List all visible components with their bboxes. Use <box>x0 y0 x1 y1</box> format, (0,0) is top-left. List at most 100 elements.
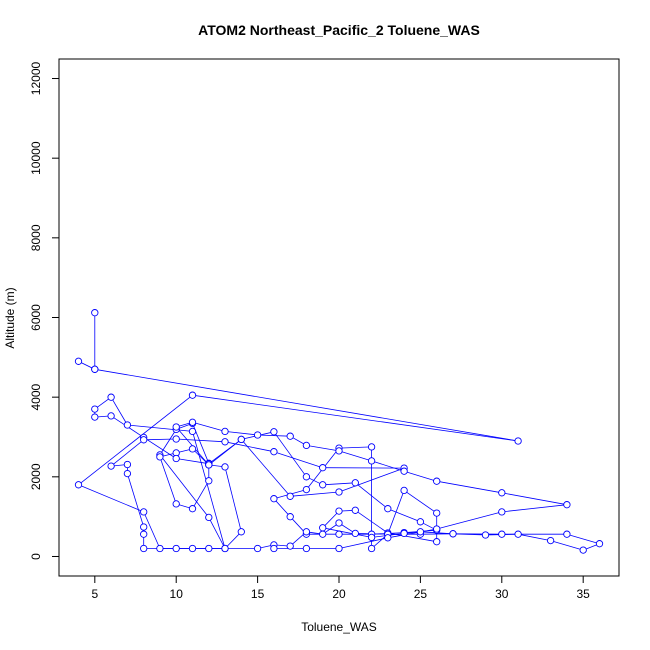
series-line-segment <box>273 451 323 469</box>
data-point <box>400 529 408 538</box>
series-line-segment <box>159 456 177 505</box>
data-point <box>351 506 359 514</box>
data-point <box>270 544 278 553</box>
x-tick-label: 35 <box>577 587 591 601</box>
data-point <box>270 428 278 436</box>
data-point <box>595 540 604 548</box>
series-line-segment <box>78 394 193 486</box>
series-line-segment <box>192 421 226 432</box>
data-point <box>302 485 311 494</box>
series-line-segment <box>322 482 356 486</box>
series-line-segment <box>110 396 128 426</box>
data-point <box>205 461 213 469</box>
data-point <box>302 544 311 553</box>
y-axis-label: Altitude (m) <box>3 287 17 348</box>
x-tick-label: 10 <box>170 587 184 601</box>
data-point <box>449 530 457 538</box>
data-point <box>107 462 115 470</box>
data-point <box>107 393 115 401</box>
series-line-segment <box>127 473 145 528</box>
series-line-segment <box>159 429 177 456</box>
data-point <box>188 445 197 453</box>
data-point <box>416 518 425 526</box>
data-point <box>367 544 376 553</box>
data-point <box>172 500 180 508</box>
data-point <box>74 481 83 489</box>
series-line-segment <box>338 446 372 449</box>
series-line-segment <box>387 532 437 543</box>
data-point <box>221 544 229 553</box>
series-line-segment <box>159 454 210 518</box>
data-point <box>286 492 294 500</box>
series-line-segment <box>94 368 519 442</box>
data-point <box>498 530 506 538</box>
data-point <box>335 544 343 553</box>
data-point <box>107 412 115 420</box>
data-point <box>433 525 441 533</box>
series-line-segment <box>257 434 291 437</box>
x-axis: 5 10 15 20 25 30 35 <box>91 575 591 601</box>
data-point <box>221 427 229 436</box>
series-line-segment <box>176 438 226 443</box>
data-point <box>140 436 148 444</box>
data-point <box>140 508 148 516</box>
data-point <box>335 507 343 515</box>
data-point <box>91 405 99 413</box>
data-point <box>140 544 148 553</box>
x-tick-label: 25 <box>414 587 428 601</box>
series-line-segment <box>192 480 210 509</box>
data-point <box>335 447 343 455</box>
data-point <box>172 435 180 443</box>
data-point <box>546 536 555 545</box>
series-line-segment <box>452 533 486 536</box>
data-point <box>221 463 229 471</box>
data-point <box>514 437 522 445</box>
y-tick-label: 4000 <box>29 383 43 410</box>
data-point <box>237 435 245 444</box>
series-line-segment <box>436 511 502 530</box>
series-line-segment <box>371 460 405 472</box>
data-point <box>302 528 311 536</box>
data-point <box>302 441 311 450</box>
x-tick-label: 20 <box>332 587 346 601</box>
data-point <box>205 513 213 522</box>
data-point <box>319 524 327 532</box>
data-point <box>123 460 132 469</box>
data-point <box>433 477 441 485</box>
series-line-segment <box>143 437 177 459</box>
data-point <box>384 505 392 513</box>
series-line-segment <box>143 438 177 441</box>
data-point <box>481 531 490 539</box>
data-point <box>140 530 148 538</box>
series-line-segment <box>387 490 405 535</box>
series-line-segment <box>143 511 161 549</box>
y-tick-label: 2000 <box>29 463 43 490</box>
data-point <box>367 533 376 542</box>
series-line-segment <box>176 458 209 465</box>
data-point <box>367 443 376 451</box>
series-line-segment <box>192 431 226 549</box>
data-point <box>172 544 180 553</box>
data-point <box>188 391 197 399</box>
x-axis-label: Toluene_WAS <box>301 620 377 634</box>
data-point <box>270 448 278 456</box>
y-tick-label: 6000 <box>29 304 43 331</box>
series-line-segment <box>127 424 193 432</box>
data-point <box>286 513 294 521</box>
data-point <box>205 477 213 485</box>
data-point <box>351 529 359 538</box>
chart-title: ATOM2 Northeast_Pacific_2 Toluene_WAS <box>198 22 480 38</box>
data-point <box>221 438 229 446</box>
x-tick-label: 30 <box>495 587 509 601</box>
data-point <box>319 481 327 489</box>
data-point <box>351 479 359 487</box>
series-layer <box>74 309 604 554</box>
data-point <box>253 431 262 439</box>
series-line-segment <box>322 510 340 529</box>
data-point <box>498 508 506 516</box>
series-line-segment <box>387 528 437 539</box>
series-line-segment <box>355 509 389 534</box>
data-point <box>384 534 392 542</box>
data-point <box>335 519 343 527</box>
